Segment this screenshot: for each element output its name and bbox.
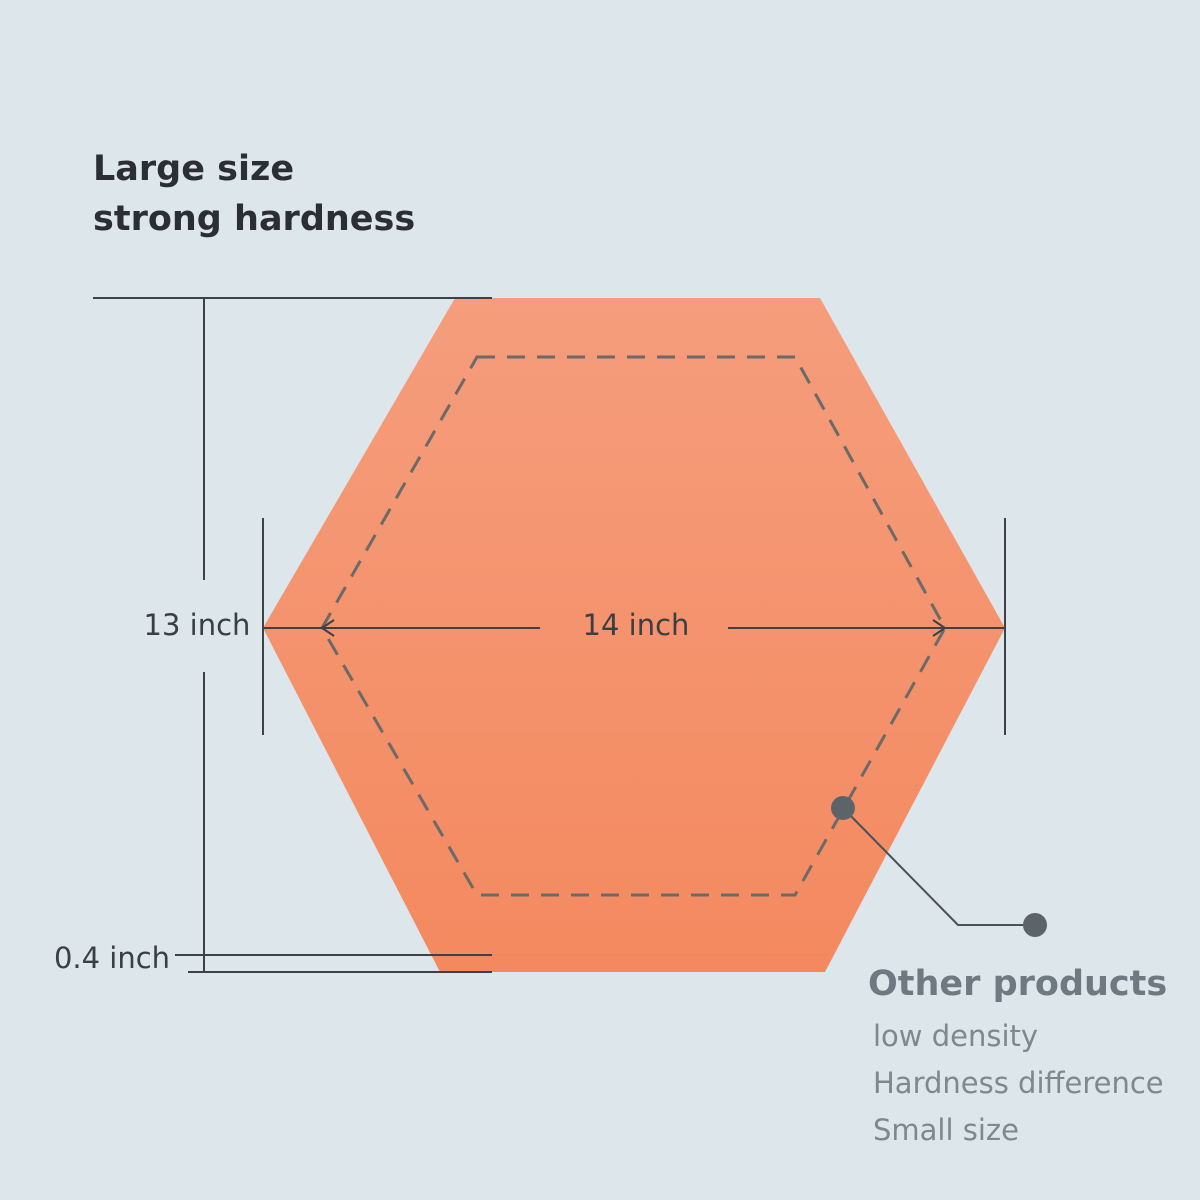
pointer [831, 796, 1047, 937]
comparison-heading: Other products [868, 964, 1167, 1004]
height-label: 13 inch [144, 608, 251, 642]
dimension-lines [93, 297, 1006, 973]
comparison-item: Hardness difference [873, 1066, 1164, 1100]
width-label: 14 inch [583, 608, 690, 642]
comparison-item: low density [873, 1019, 1038, 1053]
title-line: Large size [93, 149, 294, 189]
hexagon-panel [263, 298, 1005, 972]
comparison-item: Small size [873, 1113, 1019, 1147]
thickness-label: 0.4 inch [54, 941, 170, 975]
title-line: strong hardness [93, 199, 415, 239]
